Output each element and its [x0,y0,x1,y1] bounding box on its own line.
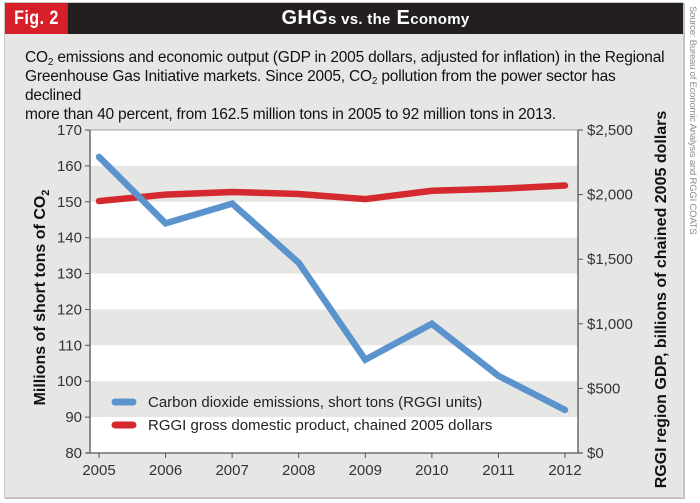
right-tick-label: $1,500 [587,251,633,268]
caption-subscript: 2 [47,57,54,68]
title-part: s [327,11,337,28]
right-tick-label: $0 [587,445,604,462]
title-part: the [367,11,391,28]
legend: Carbon dioxide emissions, short tons (RG… [111,394,492,434]
figure-number-label: Fig. 2 [5,3,68,34]
figure-title: GHGs vs. the Economy [68,3,683,34]
right-tick-label: $2,000 [587,187,633,204]
caption-subscript: 2 [371,76,378,87]
source-note: Source: Bureau of Economic Analysis and … [687,6,698,235]
series-lines [95,153,569,414]
title-part: conomy [410,11,470,28]
caption-line: CO2 emissions and economic output (GDP i… [25,48,675,68]
caption-line: more than 40 percent, from 162.5 million… [25,105,675,124]
legend-label-co2: Carbon dioxide emissions, short tons (RG… [148,394,482,411]
caption-text: emissions and economic output (GDP in 20… [53,49,665,66]
gdp-line [95,182,569,205]
left-tick-label: 170 [57,122,82,139]
right-axis-title: RGGI region GDP, billions of chained 200… [653,111,670,489]
title-part: vs. [336,11,368,28]
grid-band [90,237,578,274]
x-tick-label: 2007 [215,462,248,479]
left-tick-label: 110 [58,337,82,354]
axes [86,129,582,454]
left-tick-label: 140 [57,230,82,247]
ticks: 80 90 100 110 120 130 140 150 160 170 $0 $500 $1,000… [57,122,633,479]
right-tick-label: $2,500 [587,122,633,139]
caption-line: Greenhouse Gas Initiative markets. Since… [25,67,675,105]
figure-header: Fig. 2 GHGs vs. the Economy [5,3,683,34]
left-tick-label: 120 [57,301,82,318]
x-tick-label: 2012 [548,462,581,479]
title-part: E [390,7,411,29]
caption-text: pollution from the power sector has decl… [25,68,616,104]
x-tick-label: 2006 [149,462,182,479]
caption-text: more than 40 percent, from 162.5 million… [25,106,556,123]
x-tick-label: 2005 [82,462,115,479]
right-tick-label: $500 [587,380,620,397]
x-tick-label: 2011 [482,462,514,479]
left-tick-label: 160 [57,158,82,175]
left-axis-title: Millions of short tons of CO2 [32,190,52,406]
left-tick-label: 130 [57,266,82,283]
title-part: GHG [281,7,328,29]
left-tick-label: 100 [57,373,82,390]
co2-emissions-line [95,153,569,414]
right-tick-label: $1,000 [587,316,633,333]
grid-band [90,381,578,418]
left-tick-label: 80 [65,445,82,462]
figure-caption: CO2 emissions and economic output (GDP i… [25,48,675,124]
left-axis-title-subscript: 2 [40,190,52,196]
caption-text: Greenhouse Gas Initiative markets. Since… [25,68,372,85]
x-tick-label: 2009 [349,462,382,479]
caption-text: CO [25,49,48,66]
x-tick-label: 2008 [282,462,315,479]
left-tick-label: 150 [57,194,82,211]
x-tick-label: 2010 [415,462,448,479]
left-axis-title-text: Millions of short tons of CO [32,196,49,406]
legend-label-gdp: RGGI gross domestic product, chained 200… [148,417,492,434]
left-tick-label: 90 [65,409,82,426]
axis-titles: Millions of short tons of CO2 RGGI region… [32,111,670,489]
